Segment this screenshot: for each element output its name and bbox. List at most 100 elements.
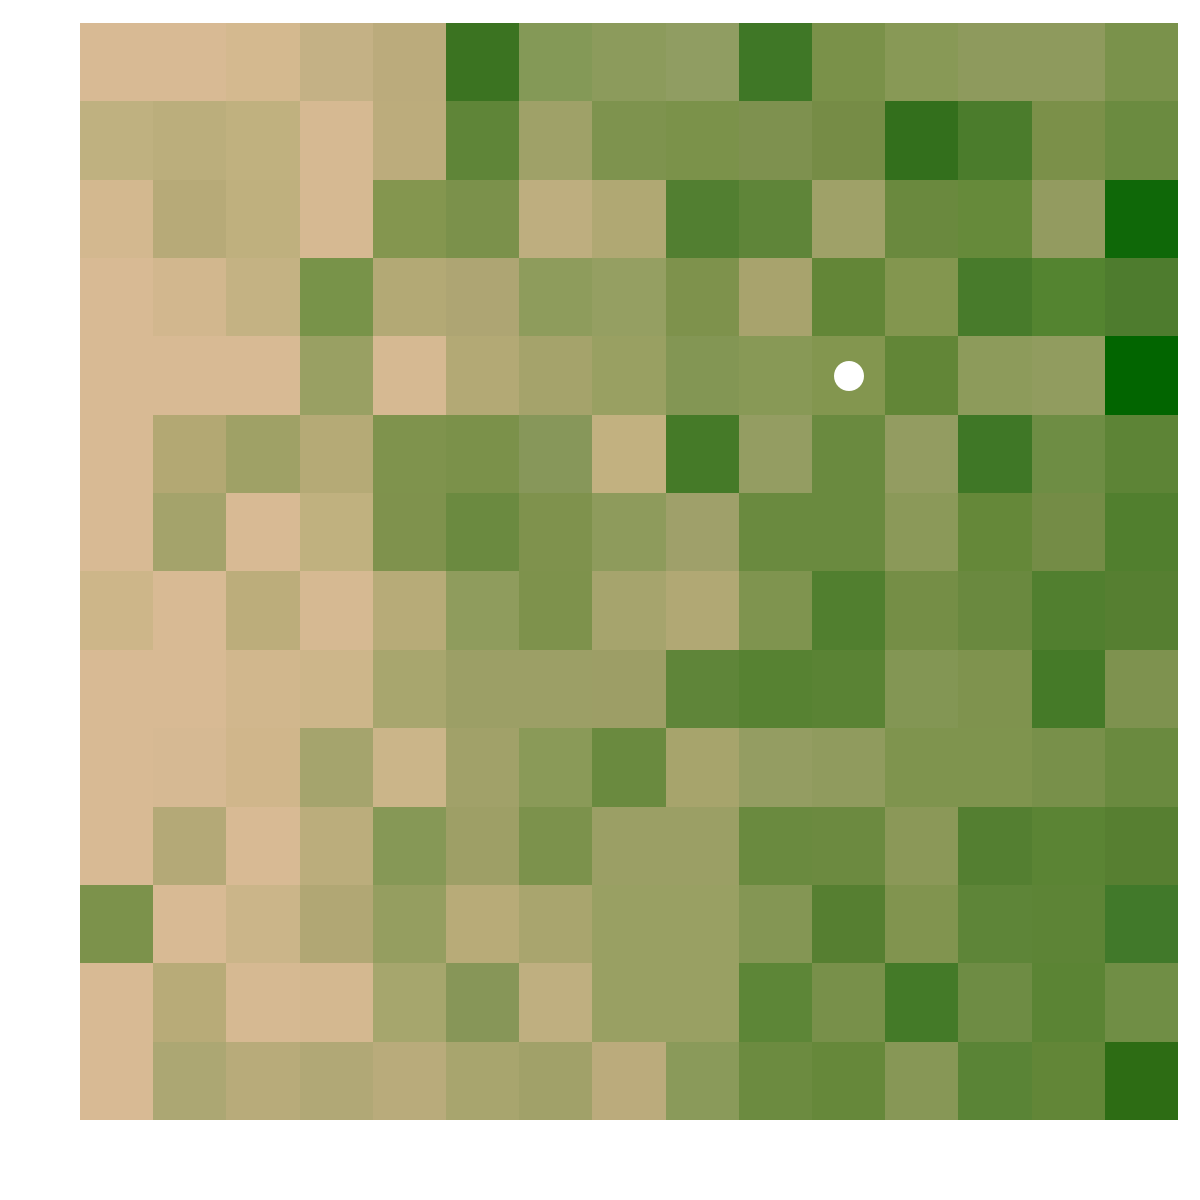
terrain-cell [372, 649, 446, 729]
terrain-cell [445, 493, 520, 572]
terrain-cell [519, 571, 593, 650]
terrain-cell [80, 884, 154, 964]
terrain-cell [1104, 884, 1178, 964]
terrain-cell [445, 963, 520, 1042]
terrain-cell [153, 336, 227, 415]
terrain-cell [885, 884, 959, 964]
terrain-cell [299, 493, 373, 572]
terrain-cell [811, 493, 886, 572]
terrain-cell [226, 414, 300, 494]
terrain-cell [592, 493, 666, 572]
terrain-grid [80, 23, 1178, 1120]
terrain-cell [80, 963, 154, 1042]
terrain-cell [592, 649, 666, 729]
terrain-cell [153, 806, 227, 885]
terrain-cell [738, 806, 812, 885]
terrain-cell [811, 963, 886, 1042]
terrain-cell [1104, 963, 1178, 1042]
terrain-cell [153, 23, 227, 102]
terrain-cell [445, 806, 520, 885]
terrain-cell [1104, 258, 1178, 337]
terrain-cell [592, 23, 666, 102]
terrain-cell [958, 414, 1032, 494]
terrain-cell [592, 963, 666, 1042]
terrain-cell [299, 23, 373, 102]
terrain-cell [299, 963, 373, 1042]
terrain-cell [80, 806, 154, 885]
terrain-cell [299, 728, 373, 807]
terrain-cell [372, 963, 446, 1042]
terrain-cell [885, 963, 959, 1042]
terrain-cell [226, 806, 300, 885]
terrain-cell [80, 336, 154, 415]
terrain-cell [738, 493, 812, 572]
terrain-cell [372, 179, 446, 259]
terrain-cell [226, 728, 300, 807]
terrain-cell [1104, 571, 1178, 650]
terrain-cell [592, 258, 666, 337]
terrain-cell [519, 963, 593, 1042]
terrain-cell [226, 493, 300, 572]
terrain-cell [226, 336, 300, 415]
terrain-cell [592, 806, 666, 885]
terrain-cell [885, 571, 959, 650]
terrain-cell [811, 179, 886, 259]
terrain-cell [519, 728, 593, 807]
terrain-cell [665, 179, 739, 259]
terrain-cell [153, 493, 227, 572]
terrain-cell [592, 336, 666, 415]
terrain-cell [153, 728, 227, 807]
terrain-cell [958, 1041, 1032, 1120]
terrain-cell [299, 649, 373, 729]
terrain-cell [958, 884, 1032, 964]
terrain-cell [811, 1041, 886, 1120]
terrain-cell [665, 493, 739, 572]
terrain-cell [226, 963, 300, 1042]
terrain-cell [592, 571, 666, 650]
terrain-cell [445, 179, 520, 259]
terrain-cell [811, 806, 886, 885]
terrain-cell [299, 101, 373, 180]
terrain-cell [1031, 101, 1105, 180]
terrain-cell [811, 884, 886, 964]
terrain-cell [1104, 23, 1178, 102]
terrain-cell [372, 493, 446, 572]
terrain-cell [738, 414, 812, 494]
terrain-cell [80, 493, 154, 572]
terrain-cell [519, 649, 593, 729]
terrain-cell [885, 258, 959, 337]
terrain-cell [1104, 493, 1178, 572]
terrain-cell [80, 571, 154, 650]
terrain-cell [811, 101, 886, 180]
terrain-cell [811, 258, 886, 337]
terrain-cell [738, 101, 812, 180]
terrain-cell [592, 884, 666, 964]
terrain-cell [445, 571, 520, 650]
terrain-cell [1104, 414, 1178, 494]
terrain-cell [299, 884, 373, 964]
terrain-cell [665, 23, 739, 102]
terrain-cell [80, 101, 154, 180]
terrain-cell [885, 493, 959, 572]
terrain-cell [738, 963, 812, 1042]
terrain-cell [299, 414, 373, 494]
terrain-cell [958, 336, 1032, 415]
terrain-cell [885, 806, 959, 885]
terrain-cell [80, 728, 154, 807]
terrain-cell [372, 728, 446, 807]
terrain-cell [226, 649, 300, 729]
terrain-cell [885, 649, 959, 729]
terrain-cell [738, 336, 812, 415]
terrain-cell [153, 179, 227, 259]
terrain-cell [958, 101, 1032, 180]
terrain-cell [1104, 101, 1178, 180]
terrain-cell [592, 1041, 666, 1120]
terrain-cell [445, 23, 520, 102]
terrain-cell [592, 179, 666, 259]
terrain-cell [738, 571, 812, 650]
terrain-cell [1104, 806, 1178, 885]
terrain-cell [299, 806, 373, 885]
terrain-cell [1031, 963, 1105, 1042]
terrain-cell [372, 336, 446, 415]
terrain-cell [80, 179, 154, 259]
